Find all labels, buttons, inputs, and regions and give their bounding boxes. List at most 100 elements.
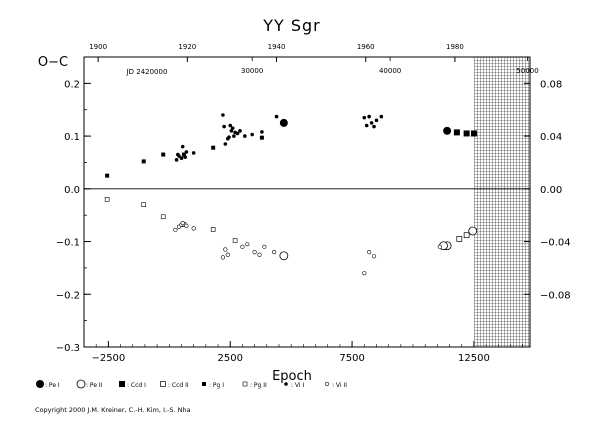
data-point-ccd-i [453,129,460,136]
data-point-vi-ii [245,242,250,247]
y-tick-label: 0.1 [64,132,80,143]
data-point-vi-i [250,132,254,137]
y2-tick-label: −0.08 [540,290,571,301]
data-point-vi-ii [437,244,442,249]
data-point-vi-i [221,113,225,117]
legend-marker [202,382,206,386]
data-point-vi-ii [252,249,257,255]
y-tick-label: −0.2 [56,290,80,301]
data-point-vi-i [243,134,247,138]
data-point-vi-i [177,154,181,158]
top-jd-label: 30000 [241,67,263,75]
legend-marker [160,381,166,387]
data-point-vi-i [232,134,236,138]
data-point-vi-i [379,114,384,119]
legend-label: : Vi I [291,382,304,389]
y-tick-label: −0.3 [56,343,80,354]
data-point-vi-ii [173,227,178,233]
x-axis-label: Epoch [272,369,312,384]
data-point-vi-i [362,115,367,120]
data-point-vi-i [374,118,379,123]
data-point-pg-ii [232,238,238,243]
y-axis-label: O−C [38,55,68,70]
data-point-vi-i [222,124,226,129]
data-point-vi-ii [184,223,189,228]
data-point-ccd-ii [456,236,463,242]
data-point-pg-ii [210,227,216,232]
data-point-vi-ii [191,226,196,231]
data-point-pg-ii [141,202,147,207]
copyright-notice: Copyright 2000 J.M. Kreiner, C.-H. Kim, … [35,406,191,414]
data-point-pe-i [443,126,452,135]
legend-label: : Pe II [86,382,103,389]
data-point-pg-ii [160,214,166,220]
data-point-vi-ii [220,255,226,260]
data-point-vi-i [183,155,187,159]
data-point-vi-i [369,121,374,125]
data-point-pg-i [181,152,186,157]
data-point-vi-i [372,124,376,129]
data-point-pg-i [211,145,216,150]
chart-title: YY Sgr [262,16,321,35]
y-tick-label: 0.0 [64,185,80,196]
hatched-region [473,57,530,347]
data-point-vi-ii [223,247,228,252]
legend-label: : Pe I [45,382,60,389]
legend-label: : Ccd I [127,382,146,389]
data-point-ccd-i [463,130,470,137]
y-tick-label: 0.2 [64,79,80,90]
data-point-vi-i [223,142,228,146]
x-tick-label: −2500 [91,353,125,364]
data-point-ccd-i [470,130,477,137]
data-point-ccd-ii [463,232,470,239]
data-point-vi-i [191,151,196,155]
legend-label: : Pg I [209,382,224,389]
top-year-label: 1920 [178,43,196,51]
y2-tick-label: 0.00 [540,185,562,196]
data-point-vi-i [235,131,240,136]
x-tick-label: 7500 [339,353,364,364]
y2-tick-label: −0.04 [540,238,571,249]
data-point-vi-i [230,126,235,130]
data-point-vi-ii [371,254,377,259]
data-point-vi-i [228,123,233,128]
top-year-label: 1940 [268,43,286,51]
legend-marker [242,381,248,387]
legend-label: : Vi II [332,382,347,389]
legend-marker [36,380,44,388]
data-point-vi-i [179,156,184,161]
legend-label: : Pg II [250,382,267,389]
y-tick-label: −0.1 [56,238,80,249]
data-point-pe-ii [468,226,478,236]
data-point-vi-i [174,158,179,162]
data-point-vi-i [274,114,279,119]
legend-marker [119,381,125,387]
data-point-vi-i [367,114,371,119]
y2-tick-label: 0.08 [540,79,562,90]
data-point-vi-i [364,123,369,128]
data-point-vi-ii [262,244,267,249]
data-point-pe-ii [279,251,289,261]
data-point-pg-i [259,135,264,140]
top-year-label: 1980 [446,43,464,51]
data-point-vi-ii [180,220,185,226]
data-point-vi-i [238,129,242,133]
data-point-vi-ii [240,244,245,249]
top-jd-label: 40000 [379,67,401,75]
x-tick-label: 2500 [218,353,243,364]
legend-marker [324,381,330,387]
legend-marker [284,382,288,386]
legend-label: : Ccd II [168,382,189,389]
data-point-vi-ii [367,249,372,255]
data-point-pg-i [105,173,110,178]
data-point-vi-ii [362,271,367,276]
data-point-pg-i [141,159,146,164]
data-point-vi-i [184,150,189,154]
top-jd-axis-label: JD 2420000 [126,68,168,76]
top-jd-label: 50000 [516,67,538,75]
data-point-pe-i [279,118,288,127]
legend-marker [76,379,86,389]
x-tick-label: 12500 [458,353,490,364]
